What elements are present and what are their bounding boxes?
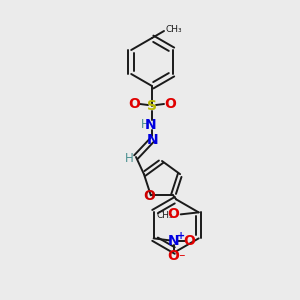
Text: +: + <box>177 231 185 242</box>
Text: O: O <box>128 97 140 111</box>
Text: ⁻: ⁻ <box>178 252 185 265</box>
Text: N: N <box>147 133 159 147</box>
Text: N: N <box>145 118 157 132</box>
Text: O: O <box>164 97 176 111</box>
Text: CH₃: CH₃ <box>156 211 173 220</box>
Text: O: O <box>167 207 179 221</box>
Text: N: N <box>168 234 179 248</box>
Text: S: S <box>147 99 157 113</box>
Text: CH₃: CH₃ <box>165 26 181 34</box>
Text: H: H <box>141 118 149 131</box>
Text: O: O <box>143 189 155 203</box>
Text: H: H <box>124 152 134 164</box>
Text: O: O <box>184 234 196 248</box>
Text: O: O <box>168 249 180 263</box>
